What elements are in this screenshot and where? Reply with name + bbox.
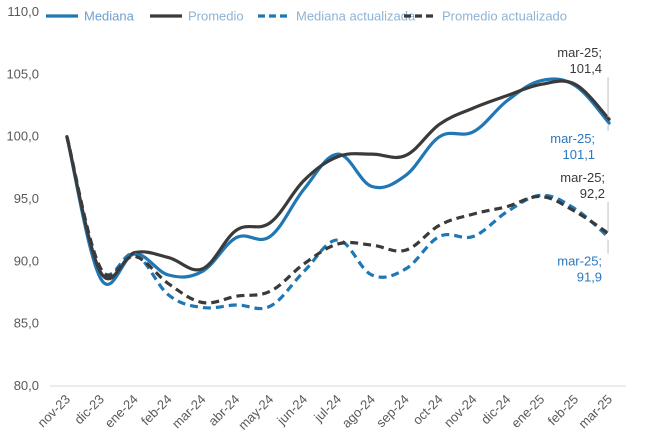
data-label-line: 92,2 — [580, 186, 605, 201]
y-tick-label: 100,0 — [6, 129, 39, 144]
x-tick-label: oct-24 — [410, 392, 446, 428]
x-tick-label: ago-24 — [339, 392, 378, 431]
legend-item-promedio: Promedio — [150, 9, 244, 24]
legend-item-mediana-actualizada: Mediana actualizada — [258, 9, 416, 24]
x-tick-label: ene-24 — [102, 392, 141, 431]
x-tick-label: jun-24 — [273, 392, 310, 429]
series-line-mediana-actualizada — [65, 136, 611, 311]
chart-axes: 80,085,090,095,0100,0105,0110,0nov-23dic… — [6, 4, 626, 433]
x-tick-label: dic-24 — [478, 392, 514, 428]
x-tick-label: sep-24 — [373, 392, 412, 431]
data-label-mediana: mar-25;101,1 — [550, 124, 609, 162]
data-label-line: mar-25; — [557, 45, 602, 60]
data-label-line: 101,4 — [570, 61, 603, 76]
series-line-promedio — [65, 79, 611, 281]
x-tick-label: dic-23 — [71, 392, 107, 428]
legend-label: Promedio — [188, 9, 244, 24]
data-label-promedio-actualizado: mar-25;92,2 — [560, 170, 609, 232]
chart-legend: Mediana Promedio Mediana actualizada Promed… — [46, 9, 567, 24]
legend-label: Promedio actualizado — [442, 9, 567, 24]
x-tick-label: ene-25 — [508, 392, 547, 431]
legend-label: Mediana — [84, 9, 135, 24]
x-tick-label: feb-24 — [138, 392, 175, 429]
x-tick-label: may-24 — [235, 392, 276, 433]
legend-item-promedio-actualizado: Promedio actualizado — [404, 9, 567, 24]
y-tick-label: 95,0 — [14, 191, 39, 206]
x-tick-label: nov-24 — [441, 392, 480, 431]
series-layer — [65, 77, 611, 311]
data-label-line: 91,9 — [577, 270, 602, 285]
y-tick-label: 90,0 — [14, 253, 39, 268]
chart-annotations: mar-25;101,4mar-25;101,1mar-25;92,2mar-2… — [550, 45, 609, 285]
data-label-line: 101,1 — [563, 147, 596, 162]
y-tick-label: 85,0 — [14, 316, 39, 331]
legend-label: Mediana actualizada — [296, 9, 416, 24]
y-tick-label: 110,0 — [7, 4, 39, 19]
data-label-promedio: mar-25;101,4 — [557, 45, 609, 118]
x-tick-label: mar-24 — [169, 392, 209, 432]
data-label-line: mar-25; — [550, 131, 595, 146]
x-tick-label: nov-23 — [34, 392, 73, 431]
series-line-promedio-actualizado — [65, 136, 610, 305]
x-tick-label: mar-25 — [575, 392, 615, 432]
data-label-mediana-actualizada: mar-25;91,9 — [557, 239, 609, 285]
data-label-line: mar-25; — [557, 254, 602, 269]
data-label-line: mar-25; — [560, 170, 605, 185]
y-tick-label: 105,0 — [6, 66, 39, 81]
legend-item-mediana: Mediana — [46, 9, 135, 24]
y-tick-label: 80,0 — [14, 378, 39, 393]
x-tick-label: feb-25 — [545, 392, 582, 429]
